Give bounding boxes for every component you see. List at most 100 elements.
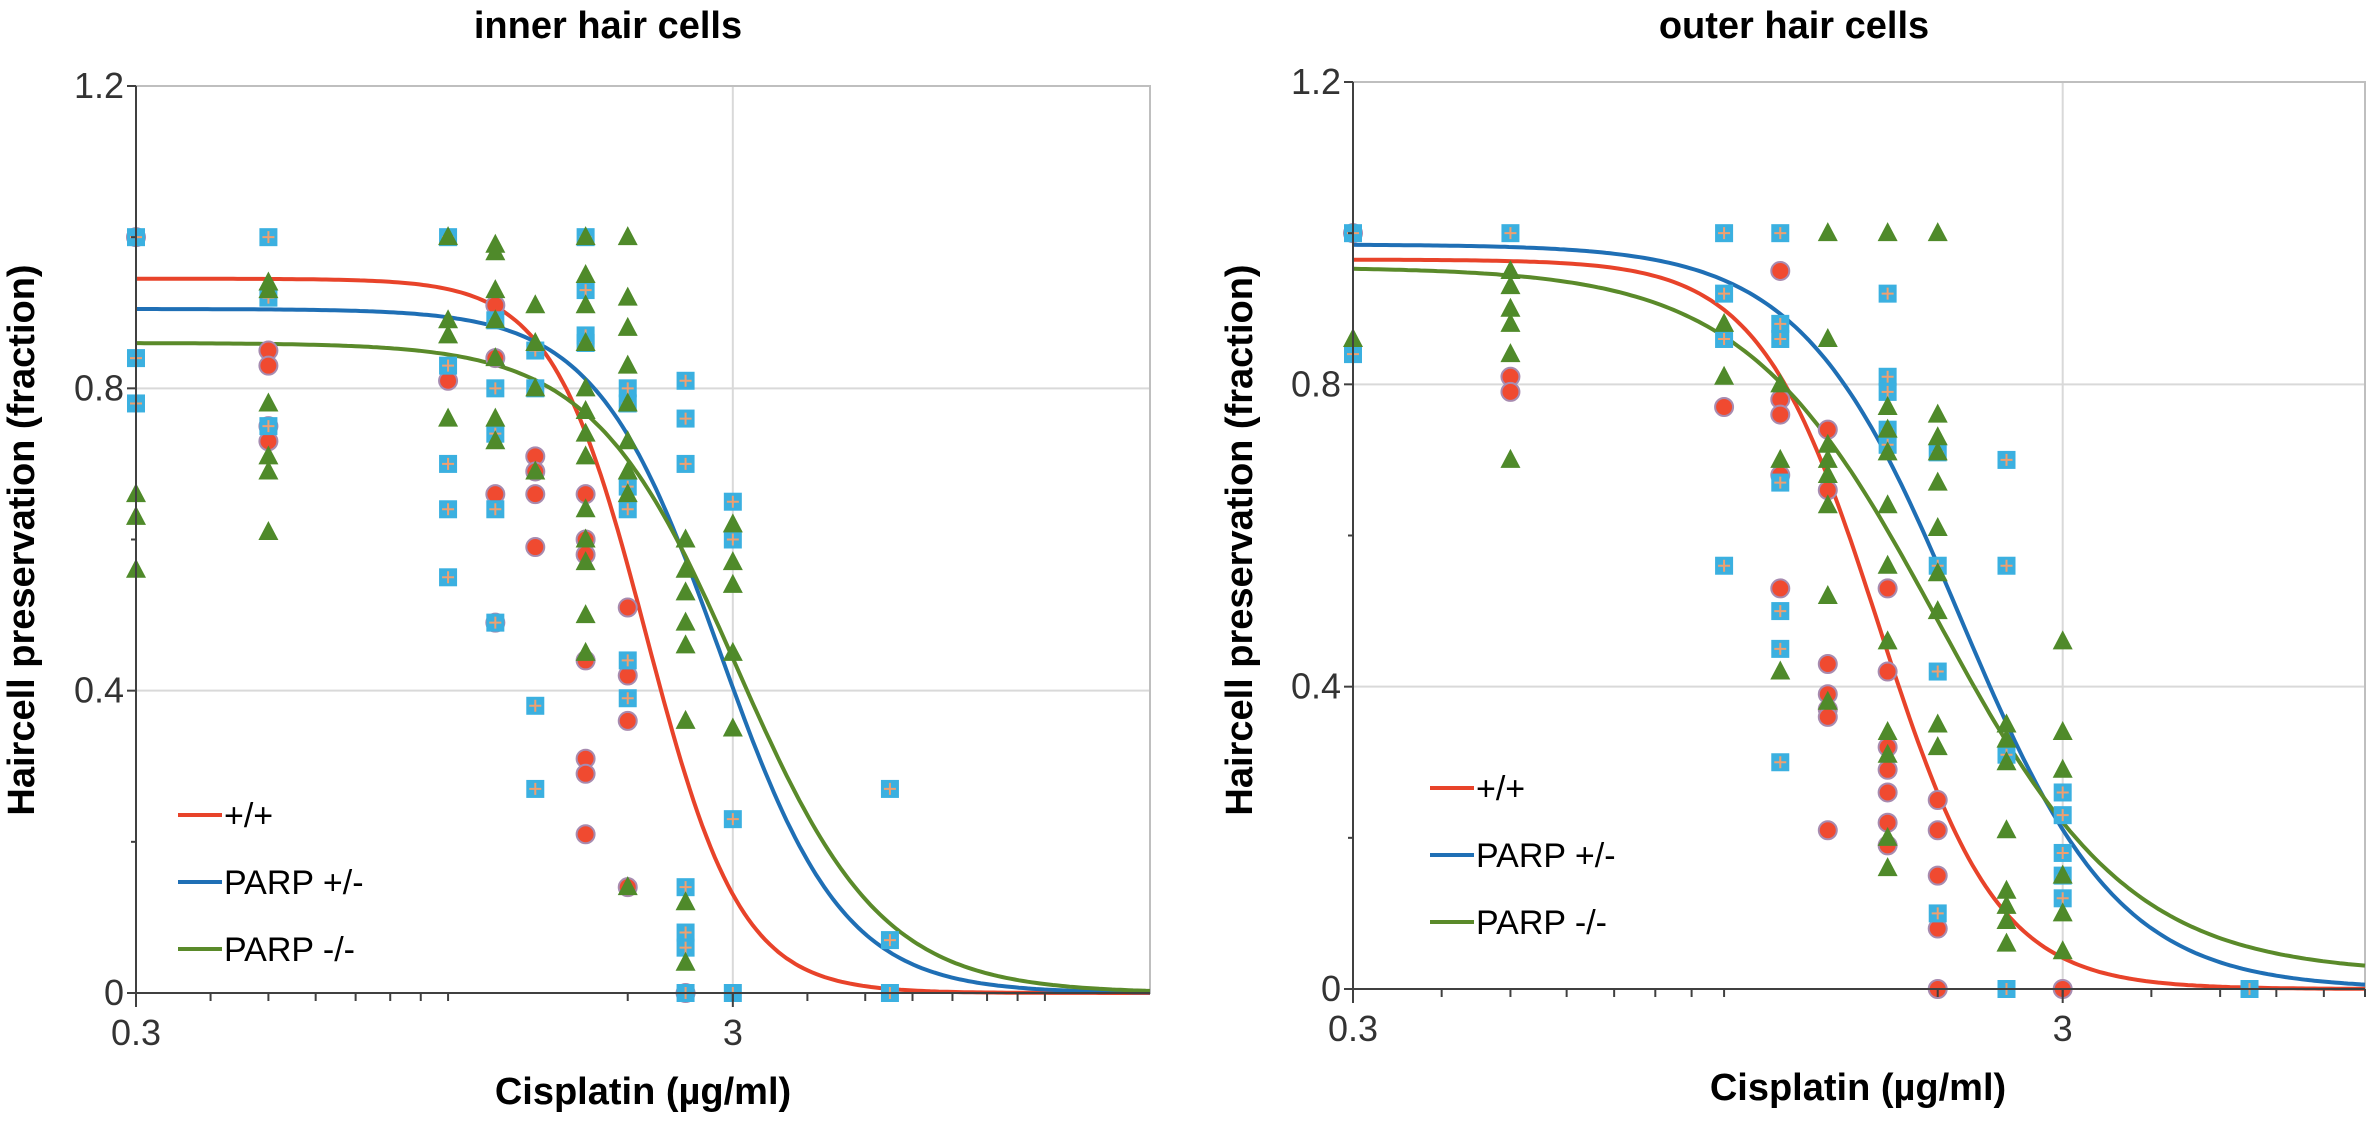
data-point-ko: [675, 709, 696, 729]
data-point-ko: [617, 876, 638, 896]
legend-entry-ko: PARP -/-: [1430, 904, 1607, 942]
data-point-het: [676, 409, 695, 428]
y-tick-label: 0.8: [74, 367, 124, 408]
data-point-het: [723, 492, 742, 511]
legend-entry-wt: +/+: [178, 797, 273, 835]
data-point-wt: [1770, 578, 1791, 599]
data-point-ko: [258, 392, 279, 412]
data-point-ko: [1714, 312, 1735, 332]
data-point-ko: [1996, 894, 2017, 914]
panel-title: outer hair cells: [1659, 5, 1929, 47]
y-tick-label: 0.4: [1291, 666, 1341, 707]
axes: [127, 85, 1150, 1007]
data-point-ko: [617, 483, 638, 503]
data-point-het: [880, 779, 899, 798]
data-point-wt: [1927, 790, 1948, 811]
data-point-ko: [485, 309, 506, 329]
data-point-ko: [438, 324, 459, 344]
data-point-ko: [525, 377, 546, 397]
y-tick-label: 1.2: [74, 65, 124, 106]
data-point-ko: [1817, 327, 1838, 347]
fit-curve-ko: [136, 341, 1151, 993]
data-point-ko: [1927, 222, 1948, 242]
x-tick-label: 0.3: [1328, 1008, 1378, 1049]
data-point-ko: [617, 286, 638, 306]
data-point-ko: [575, 226, 596, 246]
data-point-ko: [258, 279, 279, 299]
legend-entry-wt: +/+: [1430, 770, 1525, 808]
y-axis-title: Haircell preservation (fraction): [1219, 264, 1261, 815]
data-point-het: [1997, 556, 2016, 575]
fit-curve-ko: [1352, 266, 2366, 968]
data-point-ko: [1996, 819, 2017, 839]
data-point-ko: [1996, 728, 2017, 748]
data-point-het: [1997, 450, 2016, 469]
data-point-wt: [1770, 260, 1791, 281]
data-point-ko: [1996, 932, 2017, 952]
data-point-ko: [722, 551, 743, 571]
data-point-het: [1878, 382, 1897, 401]
data-point-ko: [617, 430, 638, 450]
data-point-ko: [1500, 343, 1521, 363]
data-point-ko: [617, 460, 638, 480]
data-point-wt: [575, 824, 596, 845]
inner-hair-cells-panel: inner hair cells 0 0.4 0.8 1.2 0.3 3 Cisplati…: [1, 5, 1151, 1113]
data-point-ko: [1877, 721, 1898, 741]
data-point-ko: [1817, 222, 1838, 242]
data-point-het: [1715, 224, 1734, 243]
data-point-ko: [1877, 554, 1898, 574]
panel-title: inner hair cells: [474, 5, 742, 47]
data-point-ko: [1770, 660, 1791, 680]
data-point-het: [723, 810, 742, 829]
data-point-wt: [525, 484, 546, 505]
data-point-ko: [1927, 736, 1948, 756]
y-tick-label: 0.4: [74, 670, 124, 711]
data-points: [126, 226, 899, 1003]
data-point-ko: [617, 354, 638, 374]
data-point-het: [676, 454, 695, 473]
x-tick-label: 3: [723, 1012, 743, 1053]
data-point-ko: [575, 377, 596, 397]
legend: +/+ PARP +/- PARP -/-: [178, 797, 364, 969]
data-point-ko: [1927, 516, 1948, 536]
data-point-ko: [575, 551, 596, 571]
data-point-het: [618, 379, 637, 398]
data-point-ko: [1996, 909, 2017, 929]
data-point-ko: [258, 520, 279, 540]
legend-label: +/+: [224, 797, 273, 835]
data-point-het: [2053, 889, 2072, 908]
data-point-het: [1771, 602, 1790, 621]
fit-curves: [1352, 242, 2366, 991]
axes: [1344, 81, 2366, 1003]
data-point-het: [1878, 367, 1897, 386]
legend-label: +/+: [1476, 770, 1525, 808]
data-point-het: [526, 696, 545, 715]
data-point-ko: [575, 400, 596, 420]
data-point-ko: [722, 717, 743, 737]
data-point-het: [1771, 753, 1790, 772]
data-point-ko: [1877, 743, 1898, 763]
data-point-ko: [485, 407, 506, 427]
data-point-wt: [617, 597, 638, 618]
data-point-ko: [525, 331, 546, 351]
data-point-ko: [2052, 902, 2073, 922]
data-point-ko: [485, 347, 506, 367]
data-point-ko: [722, 513, 743, 533]
data-point-ko: [1877, 630, 1898, 650]
tick-labels: 0 0.4 0.8 1.2 0.3 3: [1291, 61, 2073, 1049]
data-point-ko: [1927, 426, 1948, 446]
data-point-ko: [575, 331, 596, 351]
data-point-het: [676, 878, 695, 897]
data-point-het: [2053, 843, 2072, 862]
data-point-ko: [1927, 713, 1948, 733]
data-point-het: [2053, 783, 2072, 802]
x-tick-label: 0.3: [111, 1012, 161, 1053]
x-axis-title: Cisplatin (µg/ml): [495, 1071, 791, 1113]
data-point-het: [439, 500, 458, 519]
fit-curve-het: [1352, 242, 2366, 987]
data-point-wt: [1877, 661, 1898, 682]
data-point-wt: [1927, 865, 1948, 886]
data-point-het: [1771, 639, 1790, 658]
data-point-het: [576, 281, 595, 300]
